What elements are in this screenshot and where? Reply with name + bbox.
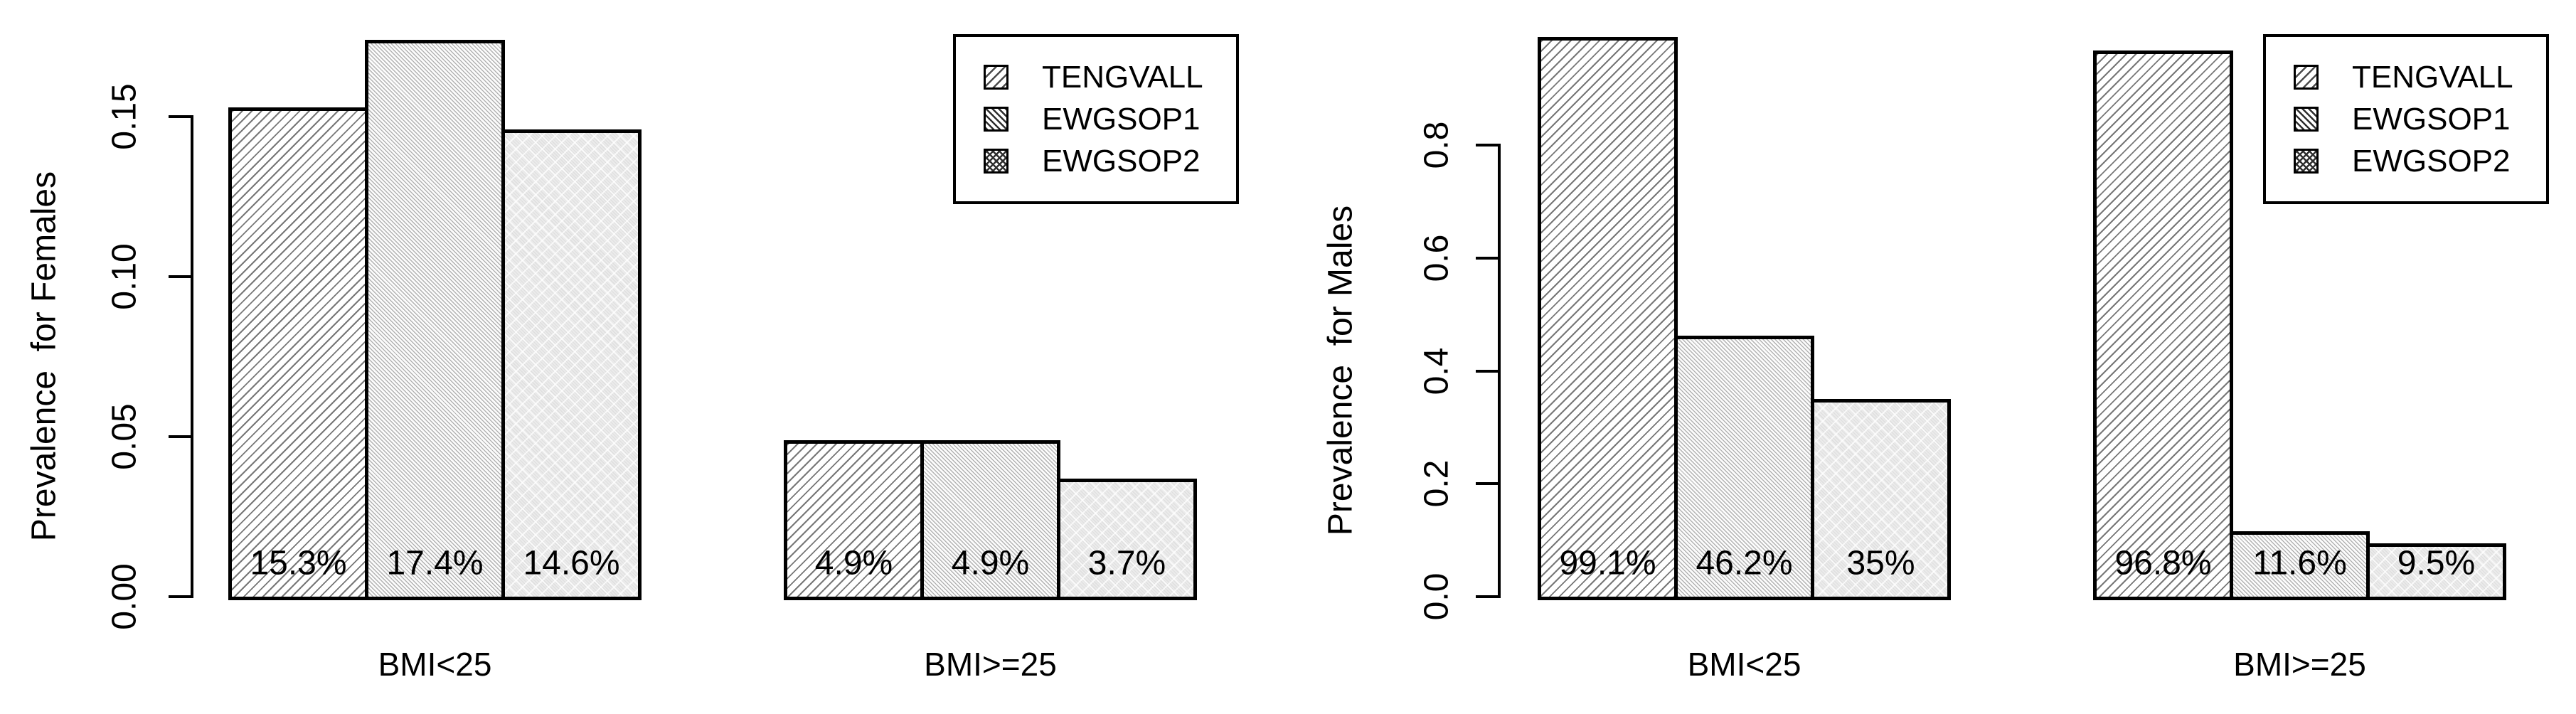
- legend-label-ewgsop1: EWGSOP1: [1042, 101, 1201, 137]
- bar-tengvall-BMI<25: [1538, 37, 1678, 600]
- bar-value-label: 3.7%: [1087, 544, 1166, 582]
- bar-tengvall-BMI>=25: [784, 439, 924, 600]
- tengvall-hatch-swatch-icon: [984, 65, 1008, 90]
- legend-label-tengvall: TENGVALL: [1042, 59, 1203, 95]
- x-category-label: BMI>=25: [2233, 646, 2366, 683]
- y-tick-mark: [1476, 256, 1498, 260]
- legend-label-ewgsop2: EWGSOP2: [1042, 143, 1201, 178]
- y-tick-label: 0.15: [105, 83, 144, 150]
- y-tick-label: 0.8: [1417, 121, 1456, 169]
- y-tick-label: 0.4: [1417, 347, 1456, 395]
- x-category-label: BMI<25: [1687, 646, 1801, 683]
- y-tick-mark: [169, 275, 191, 278]
- legend-row-tengvall: TENGVALL: [984, 56, 1236, 98]
- y-axis-line: [191, 115, 193, 598]
- panel-males: Prevalence for Males 0.0 0.2 0.4 0.6 0.8 99.…: [1288, 0, 2576, 714]
- legend-label-ewgsop2: EWGSOP2: [2352, 143, 2511, 178]
- y-tick-mark: [169, 115, 191, 118]
- y-tick-label: 0.0: [1417, 572, 1456, 621]
- legend-row-ewgsop1: EWGSOP1: [2294, 98, 2546, 140]
- bar-value-label: 17.4%: [386, 544, 484, 582]
- ewgsop1-hatch-swatch-icon: [2294, 107, 2319, 132]
- bar-value-label: 15.3%: [250, 544, 347, 582]
- bar-ewgsop2-BMI<25: [501, 129, 642, 600]
- y-axis-line: [1498, 144, 1501, 598]
- bar-value-label: 4.9%: [814, 544, 893, 582]
- bar-ewgsop2-BMI<25: [1811, 399, 1951, 600]
- bar-value-label: 96.8%: [2114, 544, 2212, 582]
- bar-ewgsop2-BMI>=25: [1057, 478, 1197, 600]
- y-axis-label-females: Prevalence for Females: [25, 171, 63, 542]
- y-tick-mark: [169, 595, 191, 598]
- y-tick-mark: [1476, 595, 1498, 598]
- bar-value-label: 11.6%: [2252, 544, 2347, 582]
- bar-value-label: 4.9%: [951, 544, 1030, 582]
- y-tick-label: 0.00: [105, 563, 144, 630]
- x-category-label: BMI>=25: [924, 646, 1057, 683]
- bar-value-label: 35%: [1846, 544, 1915, 582]
- bar-value-label: 14.6%: [523, 544, 620, 582]
- y-tick-mark: [1476, 482, 1498, 486]
- legend-row-ewgsop2: EWGSOP2: [984, 140, 1236, 182]
- y-axis-label-males: Prevalence for Males: [1321, 205, 1360, 536]
- bar-value-label: 46.2%: [1696, 544, 1793, 582]
- y-tick-label: 0.10: [105, 243, 144, 310]
- legend-label-tengvall: TENGVALL: [2352, 59, 2513, 95]
- ewgsop2-hatch-swatch-icon: [2294, 149, 2319, 174]
- panel-females: Prevalence for Females 0.00 0.05 0.10 0.15 …: [25, 34, 1239, 683]
- ewgsop2-hatch-swatch-icon: [984, 149, 1008, 174]
- y-tick-mark: [169, 435, 191, 438]
- ewgsop1-hatch-swatch-icon: [984, 107, 1008, 132]
- x-category-label: BMI<25: [378, 646, 492, 683]
- y-tick-mark: [1476, 369, 1498, 373]
- legend-row-tengvall: TENGVALL: [2294, 56, 2546, 98]
- bar-tengvall-BMI<25: [228, 107, 368, 600]
- y-tick-label: 0.6: [1417, 234, 1456, 282]
- bar-value-label: 99.1%: [1559, 544, 1656, 582]
- legend-row-ewgsop1: EWGSOP1: [984, 98, 1236, 140]
- legend-row-ewgsop2: EWGSOP2: [2294, 140, 2546, 182]
- bar-ewgsop1-BMI<25: [365, 40, 505, 600]
- legend-males: TENGVALL EWGSOP1 EWGSOP2: [2263, 34, 2549, 204]
- tengvall-hatch-swatch-icon: [2294, 65, 2319, 90]
- bar-value-label: 9.5%: [2397, 544, 2476, 582]
- bar-ewgsop1-BMI<25: [1674, 336, 1814, 600]
- y-tick-mark: [1476, 144, 1498, 146]
- bar-ewgsop1-BMI>=25: [920, 439, 1060, 600]
- y-tick-label: 0.2: [1417, 459, 1456, 508]
- y-tick-label: 0.05: [105, 403, 144, 470]
- legend-females: TENGVALL EWGSOP1 EWGSOP2: [953, 34, 1239, 204]
- bar-ewgsop2-BMI>=25: [2366, 543, 2506, 600]
- bar-tengvall-BMI>=25: [2093, 50, 2233, 600]
- legend-label-ewgsop1: EWGSOP1: [2352, 101, 2511, 137]
